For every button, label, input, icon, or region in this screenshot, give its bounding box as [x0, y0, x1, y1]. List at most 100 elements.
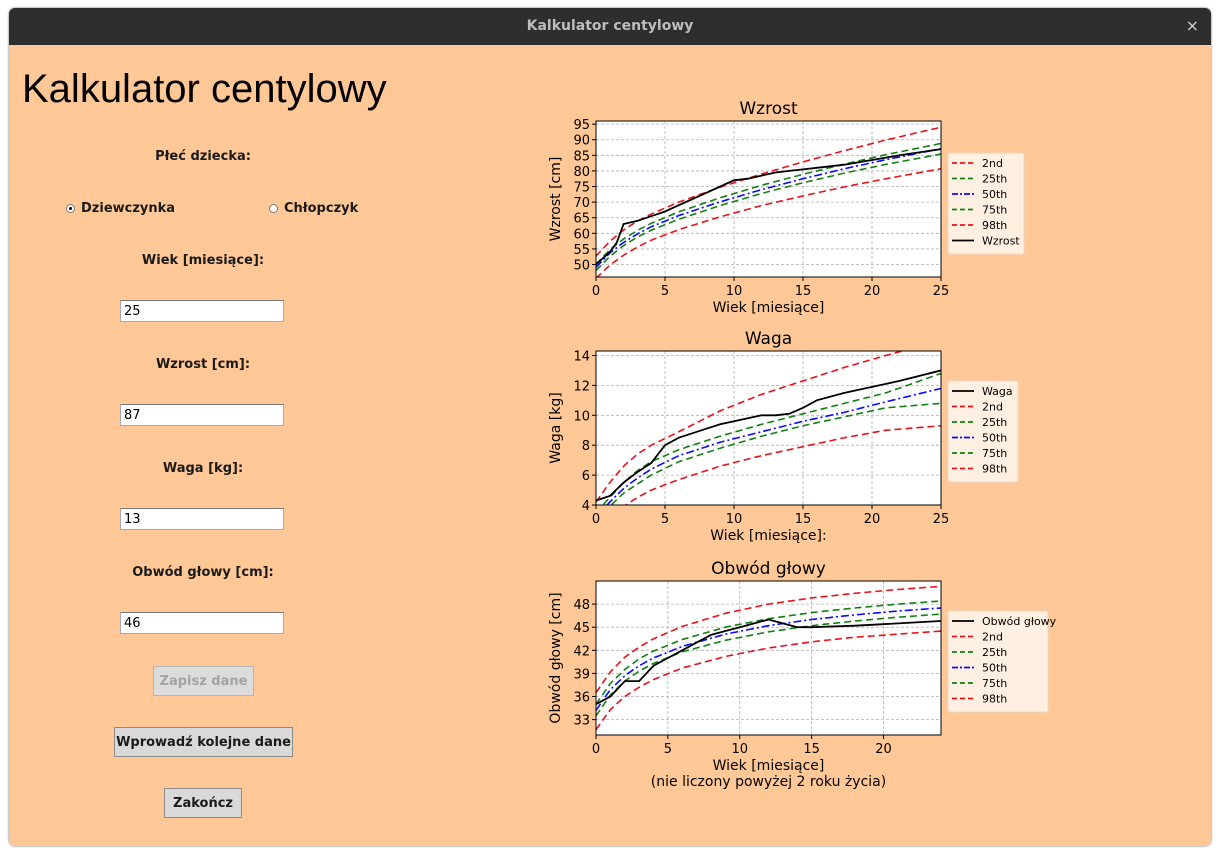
series-p25-line	[596, 613, 941, 717]
head-label: Obwód głowy [cm]:	[132, 565, 274, 580]
series-measurement-line	[596, 148, 941, 266]
chart-head: 0 5 10 15 20 33 36 39 42 45 48 Obwód głowy Wiek [mie…	[548, 559, 1057, 790]
series-p2-line	[624, 425, 941, 505]
title-bar: Kalkulator centylowy ×	[9, 8, 1211, 45]
y-tick-label: 48	[573, 598, 590, 613]
height-input[interactable]: 87	[120, 404, 284, 426]
quit-button[interactable]: Zakończ	[164, 788, 242, 818]
x-tick-label: 0	[592, 284, 600, 299]
legend-label: 75th	[982, 204, 1007, 217]
sex-label: Płeć dziecka:	[155, 149, 251, 164]
plot-frame	[595, 350, 942, 506]
chart-title: Wzrost	[739, 99, 798, 119]
x-tick-label: 0	[592, 742, 600, 757]
save-button[interactable]: Zapisz dane	[153, 666, 254, 696]
chart-weight: 0 5 10 15 20 25 4 6 8 10 12 14 Waga Wiek [miesiące]: W…	[548, 329, 1019, 544]
legend-label: 50th	[982, 662, 1007, 675]
x-tick-label: 20	[864, 512, 881, 527]
series-p25-line	[596, 153, 941, 271]
legend-label: 2nd	[982, 631, 1003, 644]
next-entry-button[interactable]: Wprowadź kolejne dane	[114, 727, 293, 757]
legend-label: 25th	[982, 173, 1007, 186]
x-tick-label: 10	[726, 512, 743, 527]
y-tick-label: 10	[573, 409, 590, 424]
series-group	[596, 351, 941, 505]
y-tick-label: 50	[573, 259, 590, 274]
x-tick-label: 20	[875, 742, 892, 757]
series-group	[596, 585, 941, 731]
weight-label: Waga [kg]:	[162, 461, 244, 476]
x-tick-label: 25	[933, 284, 950, 299]
y-tick-label: 4	[582, 499, 590, 514]
plot-frame	[595, 580, 942, 736]
x-tick-label: 0	[592, 512, 600, 527]
x-tick-label: 5	[664, 742, 672, 757]
legend-label: 98th	[982, 463, 1007, 476]
legend-label: 2nd	[982, 401, 1003, 414]
legend: 2nd 25th 50th 75th 98th Wzrost	[947, 152, 1025, 255]
x-tick-label: 15	[795, 512, 812, 527]
x-tick-label: 10	[731, 742, 748, 757]
series-p50-line	[596, 607, 941, 711]
y-tick-label: 33	[573, 714, 590, 729]
radio-boy-indicator[interactable]	[269, 204, 278, 213]
radio-girl[interactable]: Dziewczynka	[66, 201, 175, 216]
plot-area	[596, 351, 941, 505]
radio-boy-label[interactable]: Chłopczyk	[284, 201, 359, 216]
radio-boy[interactable]: Chłopczyk	[269, 201, 358, 216]
legend-label: 75th	[982, 447, 1007, 460]
x-axis-label: Wiek [miesiące]	[713, 758, 825, 774]
y-tick-label: 90	[573, 134, 590, 149]
weight-input[interactable]: 13	[120, 508, 284, 530]
x-tick-label: 10	[726, 284, 743, 299]
app-window: Kalkulator centylowy × Kalkulator centyl…	[9, 8, 1211, 846]
series-p50-line	[596, 148, 941, 268]
series-p98-line	[596, 351, 906, 503]
y-tick-label: 65	[573, 212, 590, 227]
y-axis-label: Wzrost [cm]	[548, 157, 564, 242]
y-tick-label: 42	[573, 644, 590, 659]
series-p2-line	[596, 630, 941, 731]
legend-label: Obwód głowy	[982, 615, 1057, 628]
age-input[interactable]: 25	[120, 300, 284, 322]
legend-label: 25th	[982, 416, 1007, 429]
window-title: Kalkulator centylowy	[526, 18, 694, 34]
y-tick-label: 36	[573, 691, 590, 706]
head-input[interactable]: 46	[120, 612, 284, 634]
legend-label: 25th	[982, 646, 1007, 659]
charts-canvas: 0 5 10 15 20 2550556065707580859095WzrostWiek…	[548, 99, 1057, 790]
radio-girl-indicator[interactable]	[66, 204, 75, 213]
legend-label: 50th	[982, 432, 1007, 445]
x-tick-label: 15	[803, 742, 820, 757]
legend-label: 2nd	[982, 157, 1003, 170]
x-tick-label: 15	[795, 284, 812, 299]
series-p98-line	[596, 585, 941, 694]
main-content: Kalkulator centylowy Płeć dziecka: Dziew…	[9, 45, 1211, 846]
y-tick-label: 8	[582, 439, 590, 454]
legend-box	[947, 380, 1019, 483]
page-title: Kalkulator centylowy	[22, 67, 387, 111]
plot-frame	[595, 120, 942, 278]
plot-area	[596, 121, 941, 277]
radio-girl-label[interactable]: Dziewczynka	[81, 201, 176, 216]
series-group	[596, 126, 941, 277]
x-tick-label: 5	[661, 512, 669, 527]
height-label: Wzrost [cm]:	[155, 357, 251, 372]
x-axis-label: Wiek [miesiące]:	[710, 528, 826, 544]
y-tick-label: 75	[573, 181, 590, 196]
legend: Waga 2nd 25th 50th 75th 98th	[947, 380, 1019, 483]
series-p50-line	[605, 387, 941, 505]
y-tick-label: 45	[573, 621, 590, 636]
close-icon[interactable]: ×	[1185, 16, 1199, 35]
x-axis-sublabel: (nie liczony powyżej 2 roku życia)	[651, 774, 886, 790]
x-axis-label: Wiek [miesiące]	[713, 300, 825, 316]
y-tick-label: 70	[573, 196, 590, 211]
y-tick-label: 80	[573, 165, 590, 180]
series-p75-line	[596, 142, 941, 265]
series-measurement-line	[596, 369, 941, 502]
x-tick-label: 20	[864, 284, 881, 299]
y-axis-label: Obwód głowy [cm]	[548, 592, 564, 723]
series-p2-line	[596, 167, 941, 277]
y-tick-label: 14	[573, 349, 590, 364]
